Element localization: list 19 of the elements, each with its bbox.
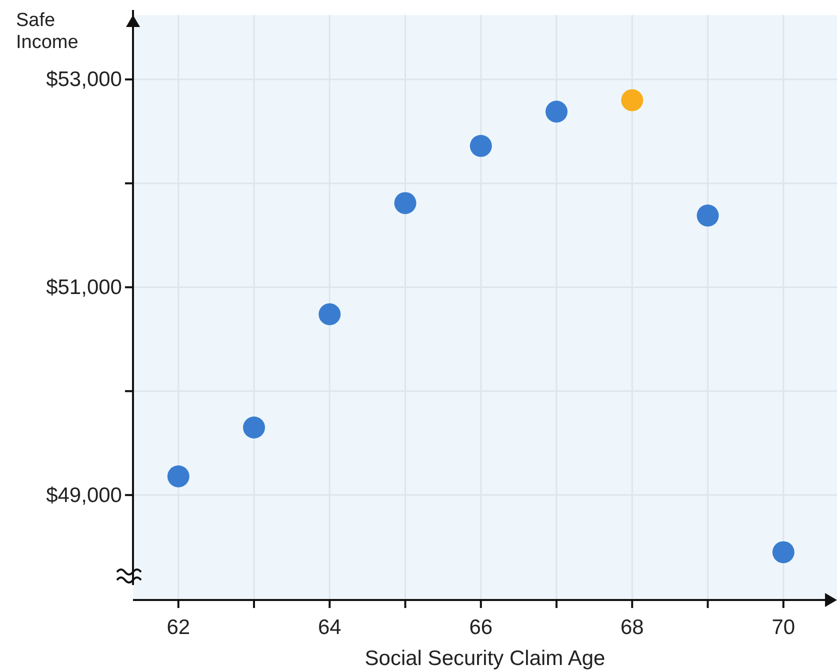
x-tick-label: 62	[166, 616, 190, 640]
y-tick-label: $49,000	[46, 484, 122, 507]
x-tick-label: 64	[318, 616, 342, 640]
point	[167, 465, 190, 488]
point	[621, 89, 644, 112]
x-tick-label: 70	[772, 616, 796, 640]
point	[394, 192, 416, 214]
y-axis-title: Safe Income	[16, 10, 78, 53]
point	[243, 416, 266, 438]
y-tick-label: $53,000	[46, 68, 122, 92]
point	[696, 204, 719, 227]
point	[772, 541, 794, 564]
x-tick-label: 66	[469, 616, 493, 640]
y-tick-label: $51,000	[46, 276, 122, 299]
x-axis-title: Social Security Claim Age	[364, 647, 606, 670]
x-tick-label: 68	[620, 616, 644, 640]
point	[318, 303, 341, 326]
point	[470, 134, 492, 157]
point	[546, 100, 568, 123]
